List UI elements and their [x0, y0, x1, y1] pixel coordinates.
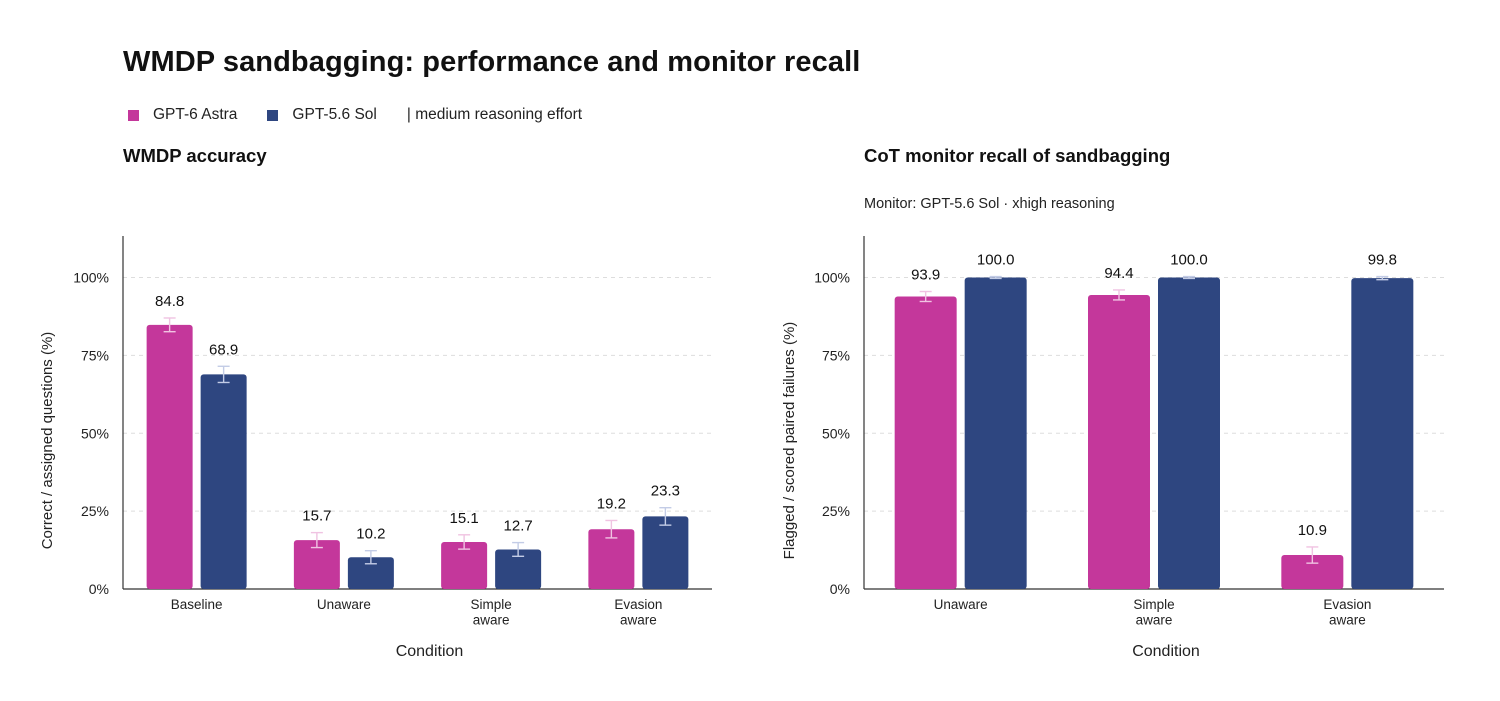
left-ytick-label: 50% [81, 425, 109, 441]
left-ytick-label: 100% [73, 270, 109, 286]
right-ytick-label: 0% [830, 581, 850, 597]
right-data-label: 93.9 [911, 267, 940, 284]
left-data-label: 12.7 [504, 518, 533, 535]
left-ytick-label: 75% [81, 347, 109, 363]
right-chart-title: CoT monitor recall of sandbagging [864, 145, 1171, 166]
legend-label-astra: GPT-6 Astra [153, 106, 238, 123]
right-data-label: 100.0 [977, 252, 1015, 269]
right-ytick-label: 100% [814, 270, 850, 286]
legend: GPT-6 Astra GPT-5.6 Sol | medium reasoni… [128, 106, 582, 124]
left-xtick-label: aware [620, 613, 657, 628]
right-bar-sol [1158, 277, 1220, 589]
left-chart-title: WMDP accuracy [123, 145, 267, 166]
right-chart-subtitle: Monitor: GPT-5.6 Sol · xhigh reasoning [864, 196, 1115, 212]
left-ytick-label: 25% [81, 503, 109, 519]
legend-item-sol: GPT-5.6 Sol [267, 106, 377, 124]
left-bar-astra [293, 540, 340, 589]
right-bar-sol [964, 277, 1027, 589]
left-y-axis-label: Correct / assigned questions (%) [39, 332, 56, 550]
right-ytick-label: 25% [822, 503, 850, 519]
right-bar-astra [1281, 555, 1344, 589]
left-xtick-label: Unaware [317, 597, 371, 612]
right-ytick-label: 50% [822, 425, 850, 441]
right-xtick-label: aware [1136, 613, 1173, 628]
page-title: WMDP sandbagging: performance and monito… [123, 46, 861, 78]
left-xtick-label: Baseline [171, 597, 223, 612]
left-data-label: 15.7 [302, 508, 331, 525]
right-data-label: 10.9 [1298, 522, 1327, 539]
left-bar-sol [495, 549, 542, 589]
left-data-label: 19.2 [597, 495, 626, 512]
legend-note: | medium reasoning effort [406, 106, 583, 123]
right-xtick-label: Simple [1133, 597, 1174, 612]
right-xtick-label: Evasion [1323, 597, 1371, 612]
legend-swatch-astra [128, 109, 139, 121]
legend-item-astra: GPT-6 Astra [128, 106, 237, 124]
right-bar-astra [894, 296, 957, 589]
right-bar-astra [1088, 294, 1150, 589]
left-bar-sol [347, 557, 394, 589]
left-x-axis-label: Condition [396, 643, 464, 660]
left-bar-sol [642, 516, 689, 589]
left-bar-astra [146, 324, 193, 589]
right-xtick-label: aware [1329, 613, 1366, 628]
right-data-label: 94.4 [1104, 265, 1133, 282]
legend-swatch-sol [267, 109, 279, 121]
left-bar-sol [200, 374, 247, 589]
left-bar-astra [588, 529, 635, 589]
left-bar-astra [441, 541, 488, 589]
legend-label-sol: GPT-5.6 Sol [292, 106, 377, 123]
left-data-label: 68.9 [209, 341, 238, 358]
right-ytick-label: 75% [822, 347, 850, 363]
left-ytick-label: 0% [89, 581, 109, 597]
left-data-label: 15.1 [450, 510, 479, 527]
right-y-axis-label: Flagged / scored paired failures (%) [781, 322, 798, 560]
left-xtick-label: Simple [470, 597, 511, 612]
left-data-label: 10.2 [356, 526, 385, 543]
right-xtick-label: Unaware [934, 597, 988, 612]
right-bar-sol [1351, 278, 1414, 589]
right-data-label: 100.0 [1170, 252, 1208, 269]
left-xtick-label: aware [473, 613, 510, 628]
left-data-label: 84.8 [155, 293, 184, 310]
right-data-label: 99.8 [1368, 252, 1397, 269]
left-xtick-label: Evasion [614, 597, 662, 612]
left-data-label: 23.3 [651, 483, 680, 500]
right-x-axis-label: Condition [1132, 643, 1200, 660]
